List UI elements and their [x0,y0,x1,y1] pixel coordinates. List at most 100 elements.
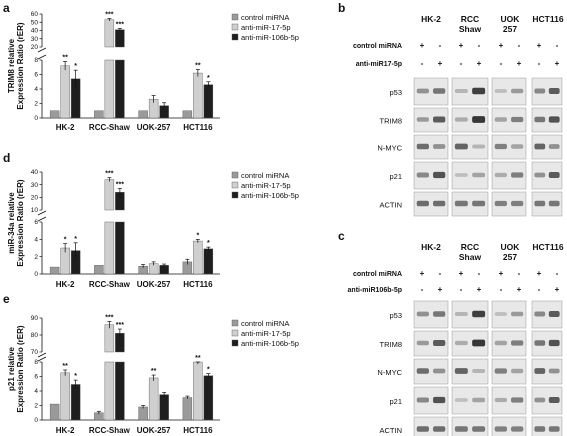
treatment-sign: - [500,285,503,294]
bar [60,65,70,119]
treatment-sign: - [460,59,463,68]
bar [193,72,203,119]
category-label: RCC-Shaw [89,426,131,435]
treatment-sign: + [517,285,522,294]
cell-line-header: RCC Shaw [459,14,482,34]
blot-band [433,200,446,207]
y-tick-label: 50 [31,19,39,26]
blot-band [511,311,524,317]
protein-label: p21 [389,172,402,181]
y-tick-label: 2 [34,101,38,108]
treatment-sign: + [499,269,504,278]
blot-band [534,172,546,178]
treatment-sign: - [439,269,442,278]
blot-band [433,368,446,374]
chart-d: miR-34a relativeExpression Ratio (rER) 0 2… [7,169,299,289]
bar [115,29,125,48]
significance-marker: * [74,63,77,70]
protein-label: TRIM8 [380,340,403,349]
significance-marker: * [207,75,210,82]
bar [159,394,169,421]
blot-band [416,172,429,178]
y-tick-label: 30 [31,182,39,189]
y-axis-label-line-1: p21 relative [7,346,16,391]
blot-band [472,200,486,207]
legend-swatch [231,33,239,41]
blot-band [433,311,446,317]
bar [104,179,115,211]
legend-swatch [231,319,239,327]
treatment-label: anti-miR106b-5p [348,287,402,294]
category-label: HCT116 [183,426,213,435]
treatment-sign: - [478,41,481,50]
category-label: HK-2 [56,280,75,289]
blot-band [534,116,546,123]
y-tick-label: 2 [34,254,38,261]
treatment-sign: - [518,41,521,50]
blot-band [416,200,429,207]
blot-band [511,88,524,94]
treatment-sign: + [517,59,522,68]
y-axis-label-line-1: miR-34a relative [7,192,16,254]
protein-label: ACTIN [380,426,403,435]
significance-marker: * [197,232,200,239]
y-tick-label: 80 [31,332,39,339]
blot-band [494,340,507,346]
y-tick-label: 4 [34,388,38,395]
category-label: UOK-257 [137,426,171,435]
treatment-sign: + [459,41,464,50]
blot-band [416,426,429,432]
category-label: UOK-257 [137,123,171,132]
blot-band [511,172,524,178]
blot-band [534,397,546,403]
blot-band [472,172,486,178]
blot-band [494,143,507,150]
category-label: RCC-Shaw [89,280,131,289]
legend-entry: anti-miR-17-5p [241,23,291,32]
protein-label: TRIM8 [380,117,403,126]
blot-band [548,88,560,94]
blot-band [433,116,446,123]
treatment-sign: - [460,285,463,294]
blot-band [472,369,486,373]
legend-entry: anti-miR-17-5p [241,329,291,338]
treatment-label: control miRNA [353,43,402,50]
y-axis-label-line-2: Expression Ratio (rER) [16,22,25,109]
protein-label: p53 [389,311,402,320]
bar [138,110,148,119]
y-tick-label: 30 [31,36,39,43]
category-label: UOK-257 [137,280,171,289]
panel-letter-b: b [338,1,345,15]
panel-letter-e: e [3,292,10,306]
legend-entry: anti-miR-106b-5p [241,191,299,200]
protein-label: p53 [389,88,402,97]
axis-break-mark [37,47,47,53]
blot-band [454,312,468,316]
blot-band [472,144,486,149]
blot-band [416,143,429,150]
legend-swatch [231,339,239,347]
treatment-sign: - [439,41,442,50]
bar [203,375,214,421]
axis-break-mark [37,54,47,60]
bar [94,265,104,275]
y-tick-label: 4 [34,237,38,244]
blot-band [454,340,468,346]
treatment-sign: - [421,285,424,294]
panel-letter-a: a [3,1,10,15]
treatment-sign: + [438,59,443,68]
y-tick-label: 40 [31,169,39,176]
blot-band [472,87,486,95]
significance-marker: * [64,237,67,244]
blot-band [494,426,507,432]
cell-line-header: UOK 257 [501,242,521,262]
protein-label: ACTIN [380,201,403,210]
y-axis-label: TRIM8 relativeExpression Ratio (rER) [7,22,25,109]
blot-band [548,116,560,123]
y-tick-label: 70 [31,349,39,356]
blot-band [454,89,468,93]
legend-swatch [231,23,239,31]
y-tick-label: 20 [31,195,39,202]
blot-band [454,200,468,207]
treatment-sign: + [459,269,464,278]
